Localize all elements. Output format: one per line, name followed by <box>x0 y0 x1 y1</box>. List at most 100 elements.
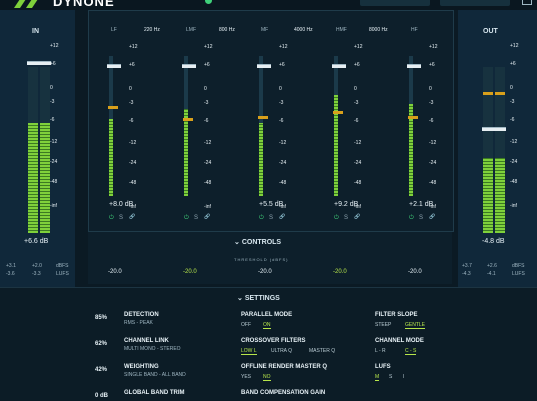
band-peak-marker[interactable] <box>407 64 421 68</box>
setting-percent[interactable]: 0 dB <box>95 393 109 399</box>
band-scale-label: +12 <box>354 44 363 50</box>
band-scale-label: +6 <box>129 62 135 68</box>
preset-field[interactable] <box>360 0 430 6</box>
controls-toggle[interactable]: ⌄ CONTROLS <box>234 238 281 246</box>
controls-section: ⌄ CONTROLS THRESHOLD (dBFS) -20.0 -20.0 -2… <box>88 232 452 284</box>
threshold-value[interactable]: -20.0 <box>408 269 422 275</box>
power-icon[interactable]: ⏻ <box>109 215 114 221</box>
power-icon[interactable]: ⏻ <box>334 215 339 221</box>
band-threshold-marker[interactable] <box>258 116 268 119</box>
input-stat-unit: LUFS <box>56 271 69 277</box>
input-gain-readout[interactable]: +6.6 dB <box>24 238 49 245</box>
settings-toggle[interactable]: ⌄ SETTINGS <box>237 294 280 302</box>
band-threshold-marker[interactable] <box>108 106 118 109</box>
power-indicator-icon[interactable] <box>205 0 212 4</box>
input-stat-unit: dBFS <box>56 263 69 269</box>
threshold-value[interactable]: -20.0 <box>258 269 272 275</box>
setting-option[interactable]: GENTLE <box>405 322 426 329</box>
setting-percent[interactable]: 62% <box>95 341 108 347</box>
settings-label: SETTINGS <box>244 295 280 302</box>
band-peak-marker[interactable] <box>182 64 196 68</box>
band-gain-readout[interactable]: +5.5 dB <box>259 201 284 208</box>
band-scale-label: -inf <box>429 204 436 210</box>
input-scale-label: -12 <box>50 139 58 145</box>
setting-option[interactable]: YES <box>241 374 252 380</box>
band-gain-readout[interactable]: +9.2 dB <box>334 201 359 208</box>
output-gain-readout[interactable]: -4.8 dB <box>482 238 505 245</box>
undo-field[interactable] <box>440 0 510 6</box>
threshold-value[interactable]: -20.0 <box>108 269 122 275</box>
crossover-frequency[interactable]: 8000 Hz <box>369 27 388 33</box>
controls-label: CONTROLS <box>241 239 282 246</box>
band-meter-fill <box>259 123 263 196</box>
menu-icon[interactable] <box>522 0 532 5</box>
band-meter-fill <box>109 119 113 196</box>
band-name: LMF <box>186 27 196 33</box>
crossover-frequency[interactable]: 220 Hz <box>144 27 160 33</box>
band-scale-label: -6 <box>279 118 284 124</box>
setting-percent[interactable]: 85% <box>95 315 108 321</box>
setting-title: GLOBAL BAND TRIM <box>124 390 185 396</box>
power-icon[interactable]: ⏻ <box>259 215 264 221</box>
setting-percent[interactable]: 42% <box>95 367 108 373</box>
setting-option[interactable]: OFF <box>241 322 251 328</box>
link-icon[interactable]: 🔗 <box>204 214 211 220</box>
power-icon[interactable]: ⏻ <box>184 215 189 221</box>
setting-option[interactable]: STEEP <box>375 322 392 328</box>
band-gain-readout[interactable]: +8.0 dB <box>109 201 134 208</box>
band-threshold-marker[interactable] <box>183 118 193 121</box>
input-scale-label: -24 <box>50 159 58 165</box>
band-scale-label: -inf <box>354 204 361 210</box>
output-stat: -4.3 <box>462 271 471 277</box>
output-meter-right <box>494 67 506 233</box>
setting-option[interactable]: M <box>375 374 380 381</box>
setting-title: CROSSOVER FILTERS <box>241 338 306 344</box>
setting-title: CHANNEL MODE <box>375 338 424 344</box>
setting-option[interactable]: MASTER Q <box>309 348 336 354</box>
threshold-value[interactable]: -20.0 <box>183 269 197 275</box>
solo-icon[interactable]: S <box>194 215 199 221</box>
band-gain-readout[interactable]: +2.1 dB <box>409 201 434 208</box>
input-title: IN <box>32 28 39 35</box>
setting-title: FILTER SLOPE <box>375 312 418 318</box>
solo-icon[interactable]: S <box>269 215 274 221</box>
power-icon[interactable]: ⏻ <box>409 215 414 221</box>
chevron-down-icon: ⌄ <box>237 295 243 302</box>
setting-option[interactable]: L - R <box>375 348 386 354</box>
band-threshold-marker[interactable] <box>333 111 343 114</box>
link-icon[interactable]: 🔗 <box>279 214 286 220</box>
band-threshold-marker[interactable] <box>408 116 418 119</box>
band-scale-label: 0 <box>429 86 432 92</box>
band-peak-marker[interactable] <box>257 64 271 68</box>
output-scale-label: -inf <box>510 203 517 209</box>
solo-icon[interactable]: S <box>119 215 124 221</box>
input-stat: -3.6 <box>6 271 15 277</box>
setting-option[interactable]: LOW L <box>241 348 257 355</box>
band-scale-label: -6 <box>429 118 434 124</box>
band-scale-label: -24 <box>429 160 437 166</box>
link-icon[interactable]: 🔗 <box>429 214 436 220</box>
threshold-value[interactable]: -20.0 <box>333 269 347 275</box>
link-icon[interactable]: 🔗 <box>129 214 136 220</box>
setting-option[interactable]: S <box>389 374 393 380</box>
band-peak-marker[interactable] <box>107 64 121 68</box>
setting-option[interactable]: C - S <box>405 348 417 355</box>
band-name: MF <box>261 27 269 33</box>
output-panel: OUT +12 +6 0 -3 -6 -12 -24 -48 -inf -4.8 dB +3.7… <box>458 10 537 292</box>
output-stat: -4.1 <box>487 271 496 277</box>
link-icon[interactable]: 🔗 <box>354 214 361 220</box>
solo-icon[interactable]: S <box>344 215 349 221</box>
brand-name: DYNONE <box>53 0 115 9</box>
setting-title: LUFS <box>375 364 391 370</box>
solo-icon[interactable]: S <box>419 215 424 221</box>
band-peak-marker[interactable] <box>332 64 346 68</box>
band-meter-fill <box>409 103 413 196</box>
setting-option[interactable]: ULTRA Q <box>271 348 293 354</box>
setting-option[interactable]: NO <box>263 374 271 381</box>
band-scale-label: -3 <box>129 100 134 106</box>
crossover-frequency[interactable]: 4000 Hz <box>294 27 313 33</box>
crossover-frequency[interactable]: 800 Hz <box>219 27 235 33</box>
setting-option[interactable]: ON <box>263 322 271 329</box>
setting-option[interactable]: I <box>403 374 405 380</box>
input-scale-label: -3 <box>50 99 55 105</box>
